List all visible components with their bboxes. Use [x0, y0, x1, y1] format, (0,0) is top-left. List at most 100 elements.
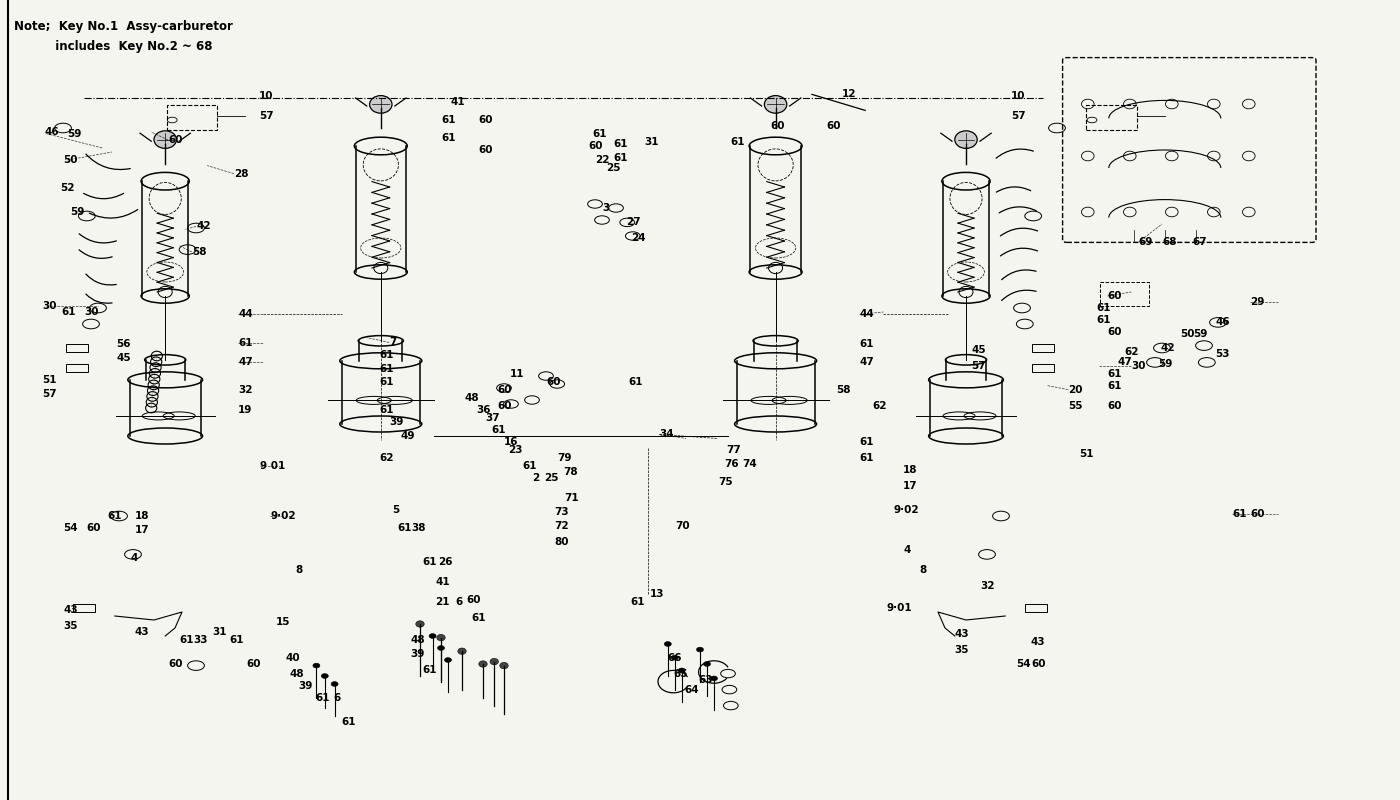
- Text: 34: 34: [659, 430, 673, 439]
- Ellipse shape: [678, 668, 686, 673]
- Text: 67: 67: [1193, 238, 1207, 247]
- Text: 59: 59: [70, 207, 84, 217]
- Text: 61: 61: [230, 635, 244, 645]
- Text: 22: 22: [595, 155, 609, 165]
- Text: 61: 61: [398, 523, 412, 533]
- Text: 47: 47: [238, 357, 253, 366]
- Text: Note;  Key No.1  Assy-carburetor: Note; Key No.1 Assy-carburetor: [14, 20, 232, 33]
- Text: 39: 39: [410, 650, 424, 659]
- Text: 60: 60: [546, 378, 560, 387]
- Text: 61: 61: [1107, 382, 1121, 391]
- Text: 43: 43: [134, 627, 148, 637]
- Text: 50: 50: [63, 155, 77, 165]
- Ellipse shape: [703, 662, 710, 666]
- Text: 57: 57: [259, 111, 273, 121]
- Text: 58: 58: [836, 385, 850, 394]
- Text: 21: 21: [435, 597, 449, 606]
- Text: 62: 62: [872, 402, 886, 411]
- Text: 35: 35: [63, 622, 77, 631]
- Text: 51: 51: [1079, 449, 1093, 458]
- Text: 42: 42: [1161, 343, 1175, 353]
- Text: 26: 26: [438, 557, 452, 566]
- Text: 61: 61: [238, 338, 252, 348]
- Text: 48: 48: [465, 393, 479, 402]
- Text: 57: 57: [972, 362, 986, 371]
- Text: 60: 60: [1107, 291, 1121, 301]
- Ellipse shape: [428, 634, 437, 638]
- Text: 60: 60: [87, 523, 101, 533]
- Text: 27: 27: [626, 218, 640, 227]
- Text: 6: 6: [455, 597, 462, 606]
- Text: 61: 61: [629, 378, 643, 387]
- Text: 30: 30: [84, 307, 98, 317]
- Text: 61: 61: [1107, 369, 1121, 378]
- Text: 18: 18: [134, 511, 148, 521]
- Text: 31: 31: [644, 137, 658, 146]
- Text: 7: 7: [389, 338, 396, 347]
- Text: 71: 71: [564, 493, 578, 502]
- Text: 61: 61: [472, 613, 486, 622]
- Text: 60: 60: [479, 115, 493, 125]
- Text: 45: 45: [116, 353, 130, 362]
- Text: 61: 61: [860, 454, 874, 463]
- Text: 45: 45: [972, 346, 986, 355]
- Text: 48: 48: [410, 635, 424, 645]
- Text: 24: 24: [631, 233, 645, 242]
- Text: 69: 69: [1138, 238, 1152, 247]
- Text: 78: 78: [563, 467, 577, 477]
- Bar: [1025, 603, 1047, 613]
- Text: 31: 31: [213, 627, 227, 637]
- Text: 25: 25: [606, 163, 620, 173]
- Text: 30: 30: [1131, 362, 1145, 371]
- Text: 13: 13: [650, 590, 664, 599]
- Text: 57: 57: [42, 390, 56, 399]
- Text: 33: 33: [193, 635, 207, 645]
- Text: 43: 43: [955, 630, 969, 639]
- Text: 19: 19: [238, 405, 252, 414]
- Text: 61: 61: [179, 635, 193, 645]
- Text: 53: 53: [1215, 350, 1229, 359]
- Text: 65: 65: [673, 669, 687, 678]
- Text: 28: 28: [234, 169, 248, 178]
- Text: 61: 61: [441, 134, 455, 143]
- Text: 42: 42: [196, 222, 210, 231]
- Text: 61: 61: [860, 339, 874, 349]
- Text: 43: 43: [1030, 638, 1044, 647]
- Text: includes  Key No.2 ~ 68: includes Key No.2 ~ 68: [14, 40, 213, 53]
- Text: 17: 17: [134, 526, 148, 535]
- Text: 35: 35: [955, 646, 969, 655]
- Text: 60: 60: [588, 142, 602, 151]
- Bar: [1032, 363, 1054, 373]
- Ellipse shape: [322, 674, 328, 678]
- Text: 40: 40: [286, 653, 300, 662]
- Text: 62: 62: [1124, 347, 1138, 357]
- Text: 25: 25: [545, 473, 559, 482]
- Text: 59: 59: [1158, 359, 1172, 369]
- Text: 68: 68: [1162, 238, 1176, 247]
- Text: 12: 12: [841, 90, 855, 99]
- Text: 32: 32: [980, 582, 994, 591]
- Ellipse shape: [672, 655, 678, 660]
- Text: 73: 73: [554, 507, 568, 517]
- Text: 70: 70: [675, 522, 689, 531]
- Text: 36: 36: [476, 405, 490, 414]
- Ellipse shape: [437, 634, 445, 641]
- Text: 39: 39: [298, 681, 312, 690]
- Text: 18: 18: [903, 465, 917, 474]
- Text: 60: 60: [826, 121, 840, 130]
- Text: 61: 61: [441, 115, 455, 125]
- Text: 77: 77: [727, 445, 742, 454]
- Text: 61: 61: [1232, 510, 1246, 519]
- Text: 61: 61: [342, 718, 356, 727]
- Text: 61: 61: [423, 557, 437, 566]
- Text: 61: 61: [613, 153, 627, 162]
- Text: 64: 64: [685, 686, 699, 695]
- Text: 43: 43: [63, 606, 77, 615]
- Text: 75: 75: [718, 477, 732, 486]
- Text: 61: 61: [592, 129, 606, 138]
- Text: 37: 37: [486, 414, 500, 423]
- Text: 55: 55: [1068, 401, 1082, 410]
- Text: 59: 59: [67, 129, 81, 138]
- Text: 30: 30: [42, 302, 56, 311]
- Text: 72: 72: [554, 522, 568, 531]
